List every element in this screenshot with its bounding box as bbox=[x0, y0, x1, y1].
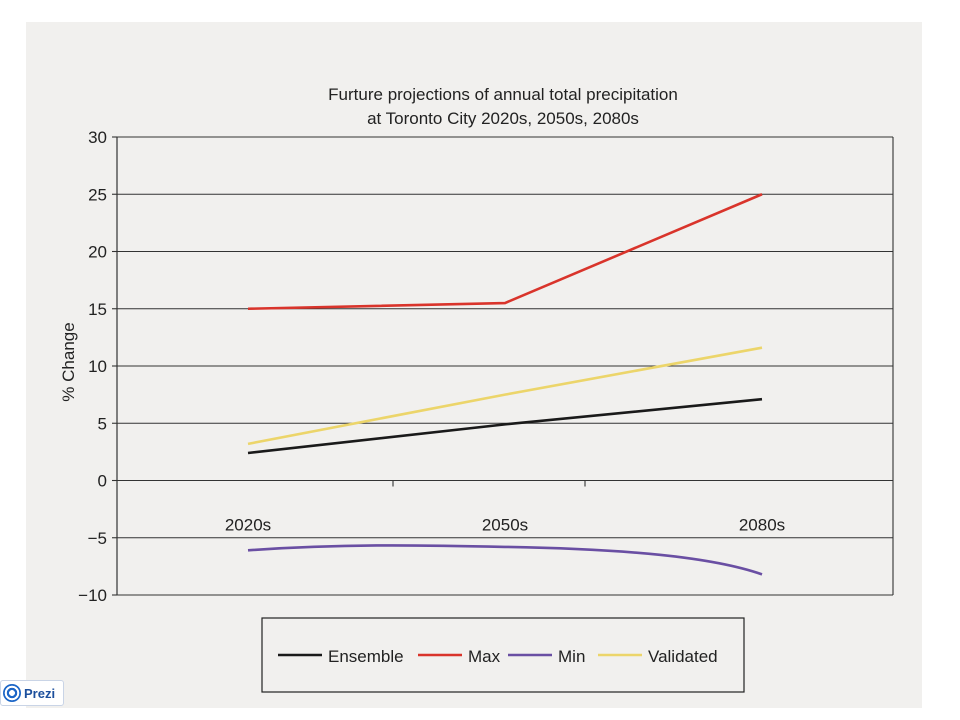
y-tick-labels: 30 25 20 15 10 5 0 −5 −10 bbox=[78, 128, 107, 605]
series-line-max bbox=[247, 193, 763, 311]
prezi-badge[interactable]: Prezi bbox=[0, 680, 64, 706]
prezi-logo-icon bbox=[3, 684, 21, 702]
chart-scan-background bbox=[26, 22, 922, 708]
x-tick-labels: 2020s 2050s 2080s bbox=[225, 516, 785, 535]
legend bbox=[261, 617, 745, 693]
legend-label-max: Max bbox=[468, 647, 501, 666]
y-tick-label-4: 10 bbox=[88, 357, 107, 376]
axes bbox=[112, 136, 894, 596]
series-lines bbox=[247, 193, 763, 576]
legend-label-validated: Validated bbox=[648, 647, 718, 666]
legend-label-ensemble: Ensemble bbox=[328, 647, 404, 666]
series-line-ensemble bbox=[247, 397, 763, 455]
y-tick-label-8: −10 bbox=[78, 586, 107, 605]
x-tick-label-2020s: 2020s bbox=[225, 516, 271, 535]
y-tick-label-6: 0 bbox=[98, 472, 107, 491]
y-tick-label-2: 20 bbox=[88, 243, 107, 262]
chart-subtitle: at Toronto City 2020s, 2050s, 2080s bbox=[367, 109, 639, 128]
legend-label-min: Min bbox=[558, 647, 585, 666]
series-line-min bbox=[247, 544, 763, 576]
legend-entries: Ensemble Max Min Validated bbox=[278, 647, 718, 666]
y-axis-label: % Change bbox=[59, 322, 78, 401]
x-tick-label-2050s: 2050s bbox=[482, 516, 528, 535]
y-tick-label-5: 5 bbox=[98, 414, 107, 433]
y-tick-label-7: −5 bbox=[88, 529, 107, 548]
prezi-badge-label: Prezi bbox=[24, 685, 56, 701]
chart-title: Furture projections of annual total prec… bbox=[328, 85, 678, 104]
x-tick-label-2080s: 2080s bbox=[739, 516, 785, 535]
series-line-validated bbox=[247, 346, 763, 446]
y-tick-label-0: 30 bbox=[88, 128, 107, 147]
y-tick-label-3: 15 bbox=[88, 300, 107, 319]
y-tick-label-1: 25 bbox=[88, 185, 107, 204]
